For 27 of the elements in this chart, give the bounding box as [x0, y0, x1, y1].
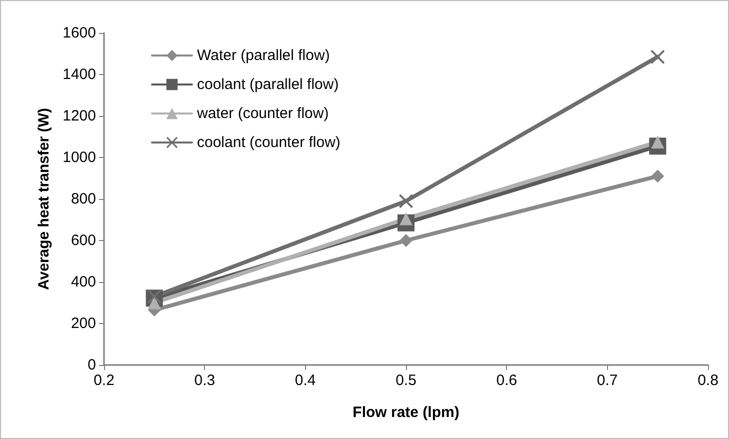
y-tick-label: 800 [70, 190, 96, 208]
x-axis-title: Flow rate (lpm) [352, 404, 460, 421]
y-tick-label: 1000 [62, 149, 96, 166]
legend-label: Water (parallel flow) [197, 47, 330, 64]
y-tick-label: 1200 [62, 108, 96, 124]
y-tick-label: 200 [70, 315, 96, 332]
x-tick-label: 0.5 [396, 372, 416, 389]
y-tick-label: 0 [88, 356, 96, 374]
legend-label: coolant (counter flow) [197, 134, 340, 151]
x-tick-label: 0.7 [596, 372, 618, 389]
point [651, 170, 664, 183]
x-tick-label: 0.6 [496, 372, 518, 389]
point [650, 50, 665, 64]
x-tick-label: 0.4 [294, 372, 316, 389]
y-tick-label: 1400 [62, 66, 96, 83]
x-tick-label: 0.2 [94, 372, 114, 389]
y-axis-title: Average heat transfer (W) [36, 108, 53, 290]
x-tick-label: 0.8 [698, 372, 718, 389]
point [147, 290, 162, 304]
legend-label: coolant (parallel flow) [197, 76, 339, 93]
point [400, 234, 412, 247]
legend-label: water (counter flow) [196, 105, 329, 122]
x-tick-label: 0.3 [194, 372, 216, 389]
point [399, 194, 413, 208]
y-tick-label: 600 [70, 232, 96, 249]
y-tick-label: 400 [70, 274, 96, 290]
y-tick-label: 1600 [62, 24, 96, 42]
